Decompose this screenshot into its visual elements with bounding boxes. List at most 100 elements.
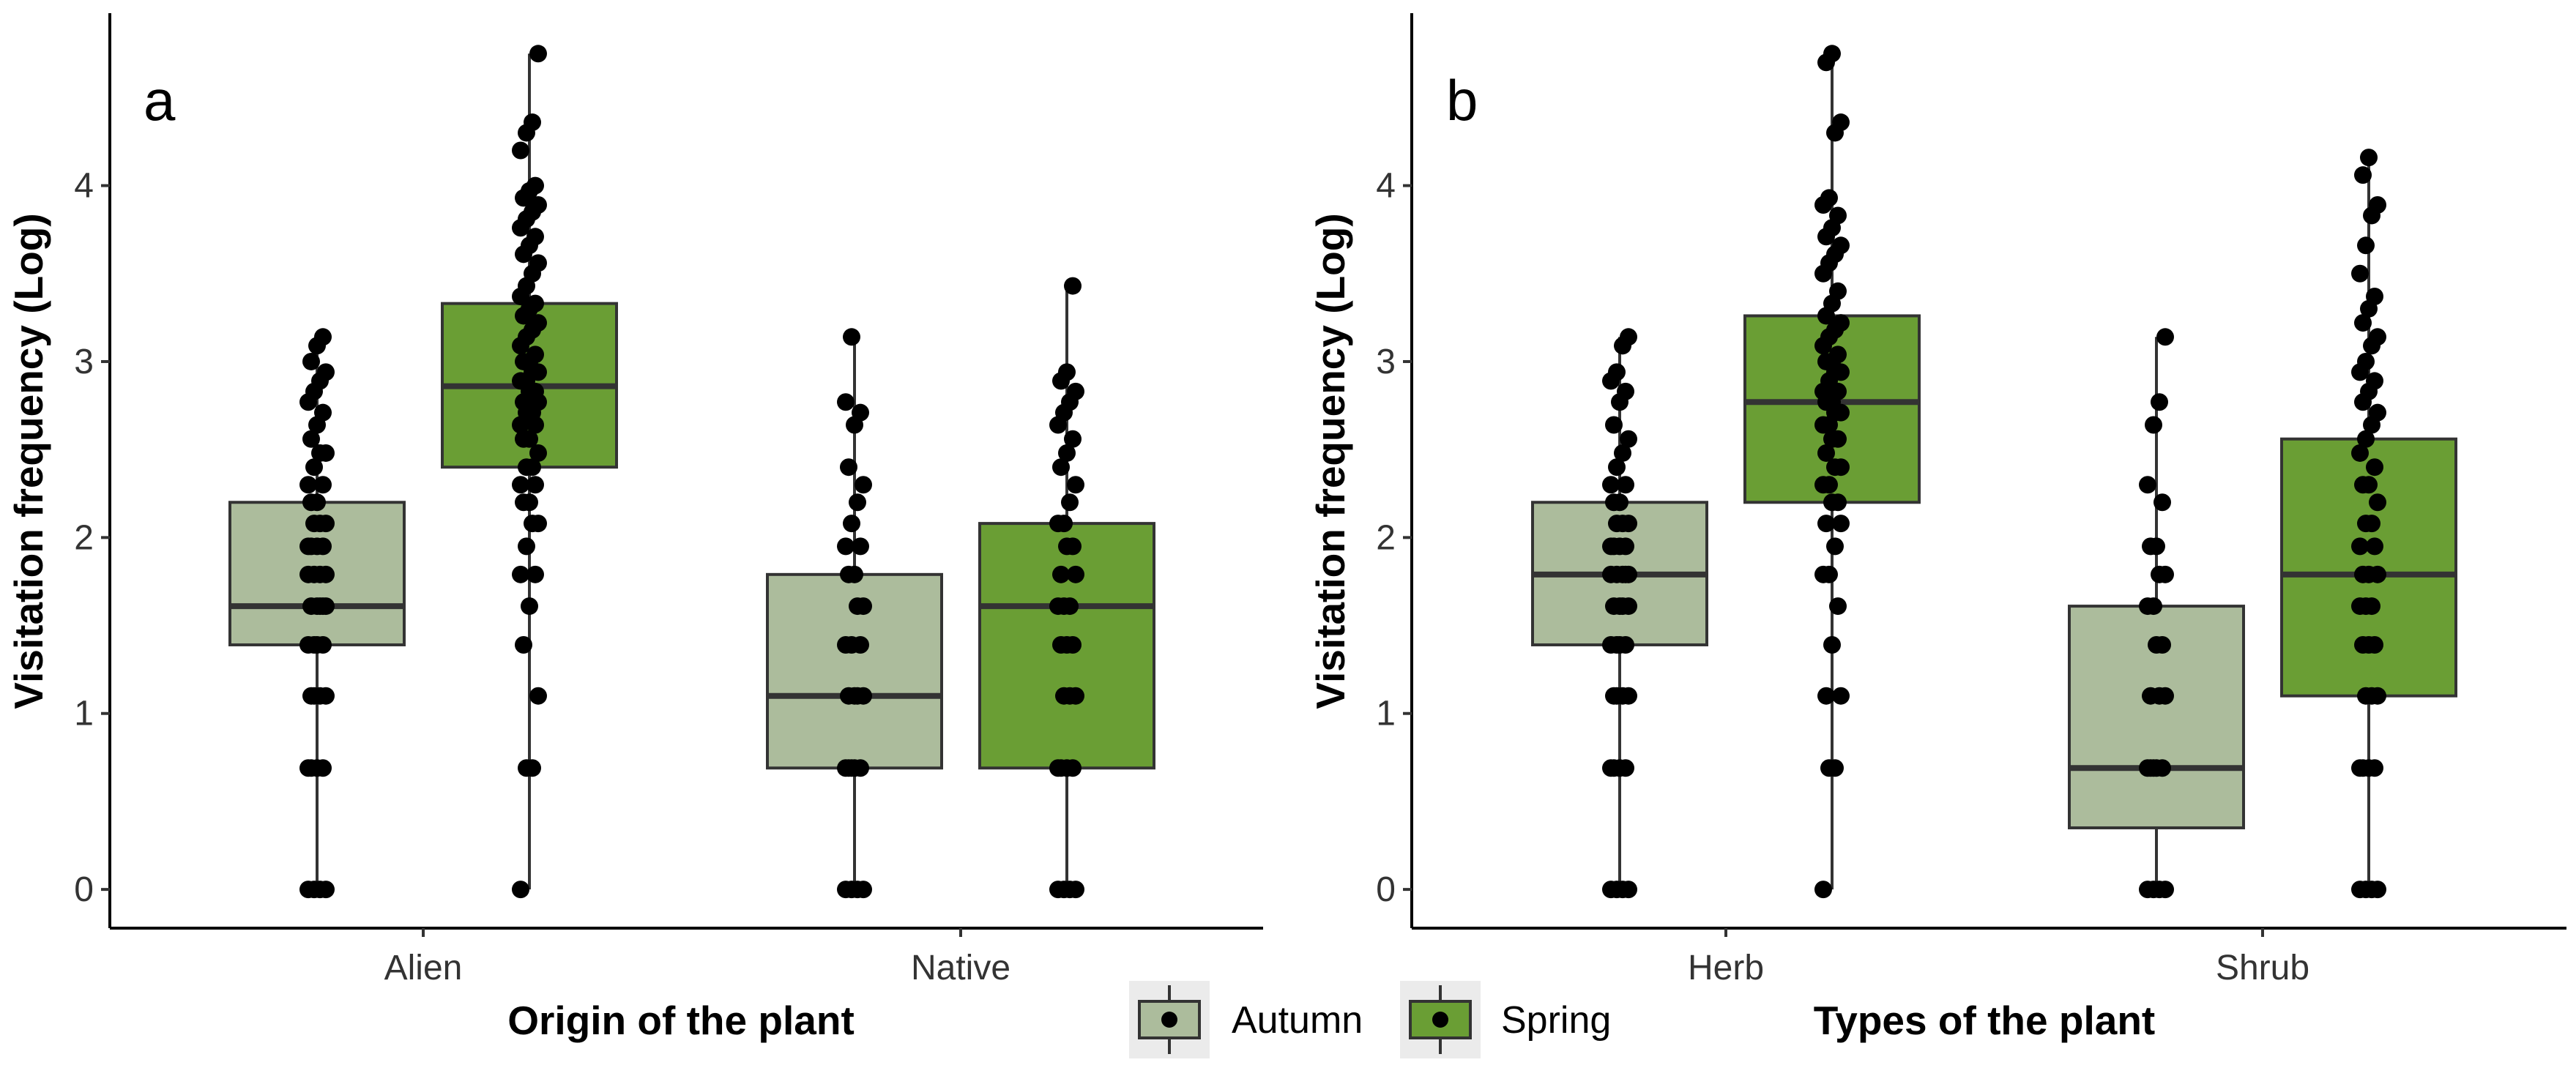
panel-b-shrub-autumn-point bbox=[2145, 759, 2162, 777]
legend-key-autumn bbox=[1129, 981, 1210, 1058]
panel-b-shrub-spring-point bbox=[2357, 352, 2375, 370]
panel-a-alien-spring-point bbox=[529, 444, 547, 462]
panel-a-native-spring-point bbox=[1064, 277, 1082, 295]
panel-a-alien-spring-point bbox=[529, 45, 547, 63]
panel-a-native-autumn-point bbox=[855, 881, 872, 899]
panel-a-native-spring-point bbox=[1064, 759, 1082, 777]
panel-a-native-spring-point bbox=[1058, 444, 1076, 462]
panel-a-alien-autumn-point bbox=[302, 430, 320, 448]
panel-b-herb-autumn-point bbox=[1620, 328, 1637, 346]
panel-b-herb-spring-point bbox=[1826, 537, 1844, 556]
panel-b-shrub-spring-point bbox=[2354, 314, 2372, 332]
panel-b-herb-spring-point bbox=[1832, 515, 1850, 533]
panel-a-native-autumn-point bbox=[837, 393, 855, 411]
panel-a-alien-autumn-point bbox=[305, 458, 323, 477]
panel-b-shrub-spring-point bbox=[2351, 444, 2369, 462]
panel-a-native-autumn-point bbox=[843, 759, 860, 777]
panel-a-native-autumn-point bbox=[855, 597, 872, 616]
panel-a-native-spring-point bbox=[1052, 565, 1070, 583]
panel-b-herb-spring-point bbox=[1829, 493, 1847, 512]
panel-b-herb-autumn-point bbox=[1617, 382, 1634, 400]
panel-a-native-spring-point bbox=[1064, 430, 1082, 448]
panel-a-alien-spring-point bbox=[529, 515, 547, 533]
panel-a-alien-spring-point bbox=[515, 635, 532, 654]
panel-b-herb-spring-point bbox=[1832, 314, 1850, 332]
panel-a-alien-spring-point bbox=[512, 476, 529, 494]
panel-b-herb-autumn-point bbox=[1605, 687, 1623, 705]
panel-a-y-tick-label-0: 0 bbox=[74, 870, 94, 909]
panel-b-shrub-spring-point bbox=[2360, 565, 2378, 583]
panel-b-shrub-spring-point bbox=[2351, 759, 2369, 777]
panel-b-herb-spring-point bbox=[1817, 515, 1835, 533]
panel-a-native-spring-point bbox=[1067, 881, 1084, 899]
panel-b-shrub-spring-point bbox=[2360, 476, 2378, 494]
panel-b-herb-spring-point bbox=[1823, 45, 1841, 63]
panel-a-alien-spring-point bbox=[521, 493, 538, 512]
panel-b-shrub-autumn-point bbox=[2148, 537, 2165, 556]
panel-b-shrub-autumn-point bbox=[2154, 493, 2171, 512]
panel-b-y-axis-title: Visitation frequency (Log) bbox=[1308, 213, 1353, 709]
panel-b-shrub-spring-point bbox=[2357, 430, 2375, 448]
panel-b-herb-autumn-point bbox=[1602, 759, 1620, 777]
panel-a-native-autumn-point bbox=[843, 515, 860, 533]
panel-b-herb-autumn-point bbox=[1617, 537, 1634, 556]
panel-b-shrub-spring-point bbox=[2354, 166, 2372, 184]
panel-b-x-axis-title: Types of the plant bbox=[1814, 998, 2156, 1043]
panel-a-native-autumn-point bbox=[843, 635, 860, 654]
panel-a-native-spring-point bbox=[1049, 759, 1067, 777]
panel-b-herb-autumn-point bbox=[1620, 687, 1637, 705]
panel-a-native-autumn-point bbox=[837, 537, 855, 556]
panel-b-shrub-autumn-point bbox=[2145, 597, 2162, 616]
panel-b-shrub-spring-point bbox=[2369, 687, 2386, 705]
panel-b-shrub-autumn-point bbox=[2139, 476, 2156, 494]
panel-a-alien-spring-point bbox=[526, 294, 544, 313]
panel-a-tag: a bbox=[144, 68, 176, 132]
panel-b-herb-autumn-point bbox=[1608, 363, 1626, 381]
panel-a-alien-spring-point bbox=[512, 141, 529, 160]
panel-a-x-tick-alien: Alien bbox=[384, 949, 463, 987]
panel-a-alien-spring-point bbox=[524, 458, 541, 477]
panel-a-native-autumn-point bbox=[840, 458, 857, 477]
panel-b-herb-spring-point bbox=[1814, 881, 1832, 899]
panel-b-y-tick-label-3: 3 bbox=[1376, 343, 1396, 381]
panel-b-herb-spring-point bbox=[1829, 597, 1847, 616]
panel-a-alien-spring-point bbox=[529, 254, 547, 272]
legend-label-spring: Spring bbox=[1501, 999, 1611, 1042]
panel-a-alien-autumn-point bbox=[317, 565, 335, 583]
panel-a-alien-autumn-point bbox=[299, 759, 317, 777]
panel-b-herb-autumn-point bbox=[1611, 493, 1628, 512]
panel-a-alien-autumn-point bbox=[317, 515, 335, 533]
panel-a-native-spring-point bbox=[1052, 458, 1070, 477]
panel-a-alien-spring-point bbox=[526, 176, 544, 195]
panel-b-shrub-spring-point bbox=[2357, 236, 2375, 255]
panel-b-herb-autumn-point bbox=[1620, 881, 1637, 899]
panel-b-shrub-spring-point bbox=[2366, 537, 2383, 556]
panel-b-shrub-spring-point bbox=[2366, 635, 2383, 654]
panel-b-herb-autumn-point bbox=[1617, 476, 1634, 494]
panel-b-shrub-spring-point bbox=[2369, 196, 2386, 214]
panel-a-alien-spring-point bbox=[524, 113, 541, 132]
panel-a-native-autumn-point bbox=[852, 403, 869, 422]
legend-key-spring bbox=[1400, 981, 1481, 1058]
panel-a-alien-autumn-point bbox=[314, 403, 332, 422]
panel-a-alien-autumn-point bbox=[314, 759, 332, 777]
panel-b-herb-autumn-point bbox=[1602, 537, 1620, 556]
panel-a-alien-spring-point bbox=[518, 537, 535, 556]
panel-b-shrub-autumn-point bbox=[2142, 687, 2159, 705]
panel-a-alien-spring-point bbox=[529, 196, 547, 214]
panel-a-alien-autumn-point bbox=[305, 635, 323, 654]
panel-b-herb-spring-point bbox=[1832, 687, 1850, 705]
panel-b-shrub-spring-point bbox=[2360, 149, 2378, 167]
panel-a-alien-spring-point bbox=[521, 430, 538, 448]
panel-a-alien-spring-point bbox=[526, 345, 544, 364]
panel-b-shrub-spring-point bbox=[2369, 403, 2386, 422]
panel-b-herb-spring-point bbox=[1817, 687, 1835, 705]
panel-b-herb-autumn-point bbox=[1620, 430, 1637, 448]
panel-a-native-spring-point bbox=[1058, 363, 1076, 381]
panel-b-herb-autumn-point bbox=[1602, 476, 1620, 494]
panel-b-herb-autumn-point bbox=[1608, 458, 1626, 477]
panel-b-herb-spring-point bbox=[1823, 635, 1841, 654]
panel-b-tag: b bbox=[1446, 68, 1478, 132]
panel-a-native-spring-point bbox=[1067, 476, 1084, 494]
